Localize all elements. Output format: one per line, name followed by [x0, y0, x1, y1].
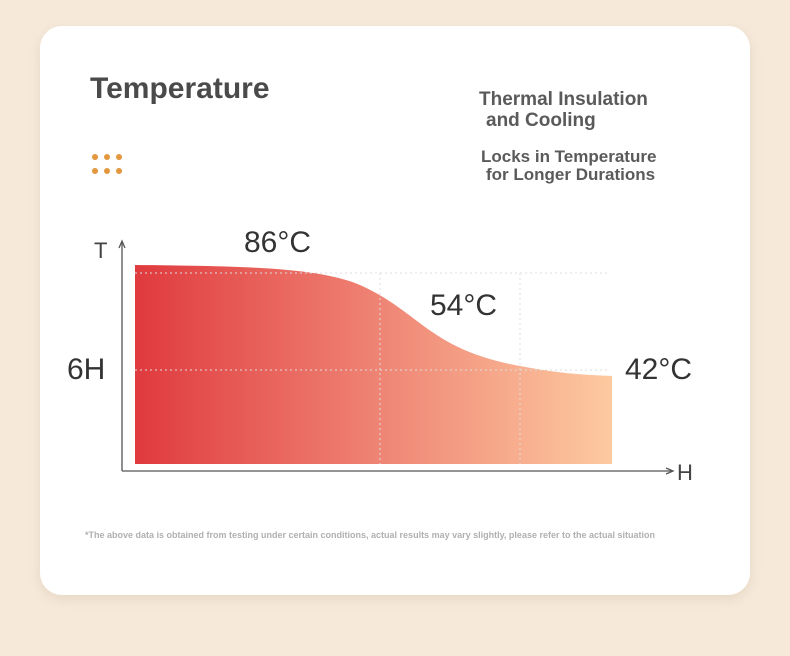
subtitle-line: Locks in Temperature — [481, 147, 656, 166]
axes — [118, 239, 675, 475]
headline-line: Thermal Insulation — [479, 89, 648, 110]
headline-line: and Cooling — [486, 110, 596, 131]
point-label: 86°C — [244, 226, 311, 259]
guides — [135, 272, 608, 464]
x-axis-label: H — [677, 460, 693, 485]
point-label: 54°C — [430, 289, 497, 322]
side-label: 6H — [67, 353, 105, 386]
footnote: *The above data is obtained from testing… — [85, 530, 655, 540]
subtitle-line: for Longer Durations — [486, 165, 655, 184]
dots-icon — [92, 154, 122, 174]
title: Temperature — [90, 72, 270, 105]
temperature-area — [135, 265, 612, 464]
y-axis-label: T — [94, 238, 107, 263]
point-label: 42°C — [625, 353, 692, 386]
